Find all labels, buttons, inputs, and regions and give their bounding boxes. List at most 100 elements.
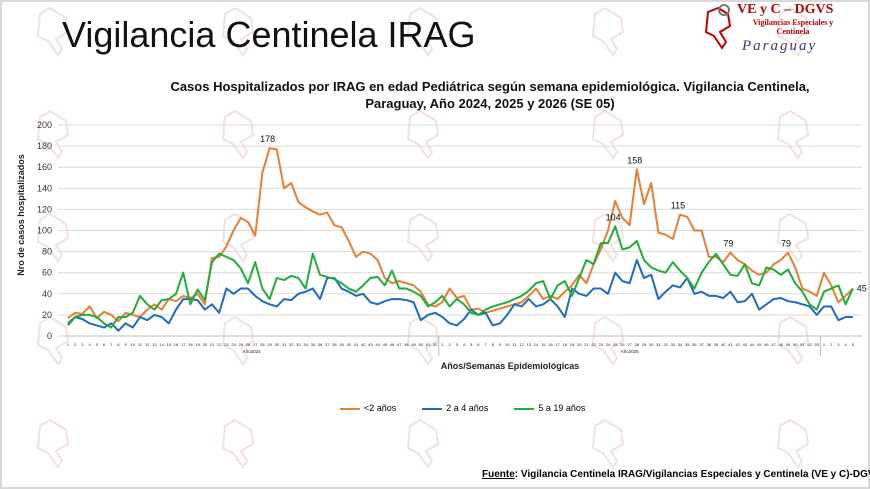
x-tick-label: 51 <box>800 342 805 347</box>
y-tick-label: 60 <box>42 268 52 278</box>
x-tick-label: 37 <box>699 342 704 347</box>
x-tick-label: 32 <box>663 342 668 347</box>
source-text: : Vigilancia Centinela IRAG/Vigilancias … <box>514 469 870 480</box>
data-label: 115 <box>671 201 685 211</box>
x-tick-label: 28 <box>260 342 265 347</box>
x-tick-label: 1 <box>823 342 826 347</box>
x-tick-label: 36 <box>692 342 697 347</box>
y-tick-label: 80 <box>42 247 52 257</box>
y-tick-label: 140 <box>37 183 52 193</box>
x-tick-label: 47 <box>771 342 776 347</box>
x-tick-label: 12 <box>519 342 524 347</box>
legend-item: 5 a 19 años <box>514 403 585 413</box>
x-tick-label: 33 <box>671 342 676 347</box>
x-tick-label: 2 <box>448 342 451 347</box>
x-axis-title: Años/Semanas Epidemiológicas <box>441 361 580 371</box>
legend-item: 2 a 4 años <box>422 403 488 413</box>
x-tick-label: 41 <box>728 342 733 347</box>
logo-title: VE y C – DGVS <box>737 2 834 17</box>
x-tick-label: 18 <box>188 342 193 347</box>
x-tick-label: 44 <box>750 342 755 347</box>
x-tick-label: 15 <box>167 342 172 347</box>
dgvs-logo: VE y C – DGVS Vigilancias Especiales y C… <box>700 2 865 58</box>
x-tick-label: 20 <box>577 342 582 347</box>
y-tick-label: 160 <box>37 162 52 172</box>
x-tick-label: 6 <box>103 342 106 347</box>
x-tick-label: 12 <box>145 342 150 347</box>
x-tick-label: 28 <box>635 342 640 347</box>
x-tick-label: 34 <box>303 342 308 347</box>
x-tick-label: 47 <box>397 342 402 347</box>
x-tick-label: 30 <box>649 342 654 347</box>
x-tick-label: 32 <box>289 342 294 347</box>
x-tick-label: 48 <box>779 342 784 347</box>
x-tick-label: 52 <box>433 342 438 347</box>
logo-country: Paraguay <box>742 38 818 54</box>
y-tick-label: 180 <box>37 141 52 151</box>
x-tick-label: 43 <box>743 342 748 347</box>
x-tick-label: 42 <box>735 342 740 347</box>
x-tick-label: 7 <box>110 342 113 347</box>
x-tick-label: 36 <box>318 342 323 347</box>
source-footer: Fuente: Vigilancia Centinela IRAG/Vigila… <box>482 469 870 480</box>
y-tick-label: 200 <box>37 120 52 130</box>
y-tick-label: 100 <box>37 226 52 236</box>
x-tick-label: 45 <box>757 342 762 347</box>
x-tick-label: 29 <box>642 342 647 347</box>
x-tick-label: 21 <box>584 342 589 347</box>
x-tick-label: 42 <box>361 342 366 347</box>
x-tick-label: 21 <box>210 342 215 347</box>
x-tick-label: 9 <box>124 342 127 347</box>
data-label: 178 <box>260 134 275 144</box>
y-tick-label: 40 <box>42 289 52 299</box>
x-tick-label: 37 <box>325 342 330 347</box>
x-tick-label: 11 <box>138 342 143 347</box>
series-line-0 <box>67 147 854 323</box>
x-tick-label: 4 <box>88 342 91 347</box>
x-tick-label: 27 <box>253 342 258 347</box>
logo-map-icon <box>704 4 732 50</box>
legend-swatch <box>340 407 360 410</box>
x-tick-label: 15 <box>541 342 546 347</box>
data-label: 104 <box>606 212 621 222</box>
x-tick-label: 23 <box>224 342 229 347</box>
chart-title: Casos Hospitalizados por IRAG en edad Pe… <box>170 79 810 111</box>
legend-swatch <box>422 407 443 410</box>
x-tick-label: 22 <box>217 342 222 347</box>
series-line-1 <box>67 259 853 332</box>
x-tick-label: 19 <box>195 342 200 347</box>
x-tick-label: 26 <box>246 342 251 347</box>
x-tick-label: 35 <box>311 342 316 347</box>
x-tick-label: 18 <box>563 342 568 347</box>
x-tick-label: 19 <box>570 342 575 347</box>
x-tick-label: 9 <box>499 342 502 347</box>
x-tick-label: 7 <box>484 342 487 347</box>
x-tick-label: 14 <box>159 342 164 347</box>
data-label: 45 <box>857 284 867 294</box>
legend-swatch <box>514 407 535 410</box>
x-tick-label: 10 <box>131 342 136 347</box>
x-tick-label: 44 <box>375 342 380 347</box>
x-tick-label: 3 <box>837 342 840 347</box>
x-tick-label: 16 <box>548 342 553 347</box>
x-tick-label: 29 <box>267 342 272 347</box>
x-tick-label: 24 <box>606 342 611 347</box>
x-tick-label: 38 <box>707 342 712 347</box>
x-tick-label: 48 <box>404 342 409 347</box>
x-tick-label: 22 <box>591 342 596 347</box>
x-tick-label: 39 <box>714 342 719 347</box>
x-tick-label: 1 <box>441 342 444 347</box>
x-tick-label: 31 <box>282 342 287 347</box>
x-tick-label: 5 <box>96 342 99 347</box>
y-axis-title: Nro de casos hospitalizados <box>16 154 26 276</box>
x-tick-label: 13 <box>527 342 532 347</box>
x-tick-label: 25 <box>613 342 618 347</box>
x-tick-label: 17 <box>555 342 560 347</box>
series-line-2 <box>67 225 854 329</box>
x-tick-label: 49 <box>786 342 791 347</box>
x-tick-label: 5 <box>852 342 855 347</box>
data-label: 79 <box>781 239 791 249</box>
x-tick-label: 14 <box>534 342 539 347</box>
x-tick-label: 16 <box>174 342 179 347</box>
